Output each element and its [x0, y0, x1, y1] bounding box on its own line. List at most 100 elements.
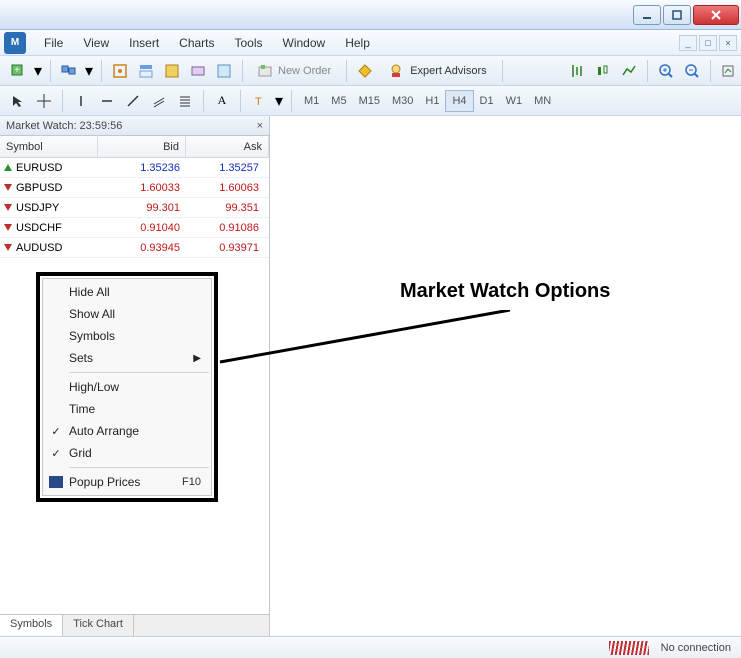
timeframe-mn[interactable]: MN [528, 90, 557, 112]
svg-text:T: T [255, 96, 262, 108]
text-button[interactable]: A [210, 89, 234, 113]
strategy-tester-button[interactable] [212, 59, 236, 83]
symbol-row-eurusd[interactable]: EURUSD1.352361.35257 [0, 158, 269, 178]
ctx-hide-all[interactable]: Hide All [43, 281, 211, 303]
new-chart-dropdown[interactable]: ▾ [32, 59, 44, 83]
col-bid[interactable]: Bid [98, 136, 186, 157]
arrow-down-icon [4, 184, 12, 191]
symbol-name: USDJPY [0, 202, 98, 214]
window-titlebar [0, 0, 741, 30]
bid-price: 99.301 [98, 202, 186, 214]
channel-button[interactable] [147, 89, 171, 113]
ask-price: 99.351 [186, 202, 269, 214]
symbol-name: USDCHF [0, 222, 98, 234]
menu-view[interactable]: View [73, 32, 119, 54]
toolbar-drawing: A T ▾ M1M5M15M30H1H4D1W1MN [0, 86, 741, 116]
arrow-down-icon [4, 204, 12, 211]
text-label-button[interactable]: T [247, 89, 271, 113]
ask-price: 0.93971 [186, 242, 269, 254]
app-icon: M [4, 32, 26, 54]
line-chart-button[interactable] [617, 59, 641, 83]
timeframe-h4[interactable]: H4 [445, 90, 473, 112]
zoom-out-button[interactable] [680, 59, 704, 83]
cursor-button[interactable] [6, 89, 30, 113]
arrow-down-icon [4, 244, 12, 251]
symbol-row-gbpusd[interactable]: GBPUSD1.600331.60063 [0, 178, 269, 198]
col-ask[interactable]: Ask [186, 136, 269, 157]
tab-tick-chart[interactable]: Tick Chart [63, 615, 134, 636]
symbol-name: AUDUSD [0, 242, 98, 254]
ctx-sets[interactable]: Sets▶ [43, 347, 211, 369]
crosshair-button[interactable] [32, 89, 56, 113]
ctx-high-low[interactable]: High/Low [43, 376, 211, 398]
ctx-popup-prices[interactable]: Popup PricesF10 [43, 471, 211, 493]
metaquotes-button[interactable] [353, 59, 377, 83]
timeframe-m5[interactable]: M5 [325, 90, 352, 112]
new-chart-button[interactable]: + [6, 59, 30, 83]
timeframe-h1[interactable]: H1 [419, 90, 445, 112]
ctx-time[interactable]: Time [43, 398, 211, 420]
toolbar-main: + ▾ ▾ New Order Expert Advisors [0, 56, 741, 86]
market-watch-close-icon[interactable]: × [257, 120, 263, 132]
data-window-button[interactable] [134, 59, 158, 83]
ctx-symbols[interactable]: Symbols [43, 325, 211, 347]
symbol-row-audusd[interactable]: AUDUSD0.939450.93971 [0, 238, 269, 258]
symbol-row-usdchf[interactable]: USDCHF0.910400.91086 [0, 218, 269, 238]
minimize-button[interactable] [633, 5, 661, 25]
annotation-label: Market Watch Options [400, 280, 610, 303]
menu-tools[interactable]: Tools [225, 32, 273, 54]
col-symbol[interactable]: Symbol [0, 136, 98, 157]
timeframe-w1[interactable]: W1 [500, 90, 529, 112]
timeframe-m1[interactable]: M1 [298, 90, 325, 112]
market-watch-button[interactable] [108, 59, 132, 83]
expert-advisors-button[interactable]: Expert Advisors [379, 59, 495, 83]
ask-price: 1.35257 [186, 162, 269, 174]
menu-charts[interactable]: Charts [169, 32, 224, 54]
candle-chart-button[interactable] [591, 59, 615, 83]
mdi-close-button[interactable]: × [719, 35, 737, 51]
menu-window[interactable]: Window [273, 32, 336, 54]
vertical-line-button[interactable] [69, 89, 93, 113]
expert-advisors-label: Expert Advisors [410, 65, 486, 77]
auto-scroll-button[interactable] [717, 59, 741, 83]
menu-insert[interactable]: Insert [119, 32, 169, 54]
popup-prices-icon [49, 476, 63, 488]
bid-price: 0.93945 [98, 242, 186, 254]
ctx-show-all[interactable]: Show All [43, 303, 211, 325]
timeframe-m30[interactable]: M30 [386, 90, 419, 112]
new-order-button[interactable]: New Order [249, 59, 340, 83]
bid-price: 1.60033 [98, 182, 186, 194]
fibonacci-button[interactable] [173, 89, 197, 113]
menu-file[interactable]: File [34, 32, 73, 54]
mdi-restore-button[interactable]: □ [699, 35, 717, 51]
market-watch-header: Symbol Bid Ask [0, 136, 269, 158]
market-watch-tabs: Symbols Tick Chart [0, 614, 269, 636]
shortcut-label: F10 [182, 476, 211, 488]
menubar: M File View Insert Charts Tools Window H… [0, 30, 741, 56]
timeframe-d1[interactable]: D1 [474, 90, 500, 112]
check-icon: ✓ [43, 447, 69, 460]
symbol-row-usdjpy[interactable]: USDJPY99.30199.351 [0, 198, 269, 218]
zoom-in-button[interactable] [654, 59, 678, 83]
profiles-button[interactable] [57, 59, 81, 83]
svg-text:+: + [14, 65, 20, 76]
maximize-button[interactable] [663, 5, 691, 25]
menu-help[interactable]: Help [335, 32, 380, 54]
bid-price: 1.35236 [98, 162, 186, 174]
ctx-grid[interactable]: ✓Grid [43, 442, 211, 464]
market-watch-title-text: Market Watch: 23:59:56 [6, 120, 122, 132]
horizontal-line-button[interactable] [95, 89, 119, 113]
arrow-up-icon [4, 164, 12, 171]
terminal-button[interactable] [186, 59, 210, 83]
profiles-dropdown[interactable]: ▾ [83, 59, 95, 83]
tab-symbols[interactable]: Symbols [0, 614, 63, 636]
trendline-button[interactable] [121, 89, 145, 113]
status-text: No connection [661, 642, 731, 654]
navigator-button[interactable] [160, 59, 184, 83]
close-button[interactable] [693, 5, 739, 25]
ctx-auto-arrange[interactable]: ✓Auto Arrange [43, 420, 211, 442]
bar-chart-button[interactable] [565, 59, 589, 83]
objects-dropdown[interactable]: ▾ [273, 89, 285, 113]
mdi-minimize-button[interactable]: _ [679, 35, 697, 51]
timeframe-m15[interactable]: M15 [353, 90, 386, 112]
